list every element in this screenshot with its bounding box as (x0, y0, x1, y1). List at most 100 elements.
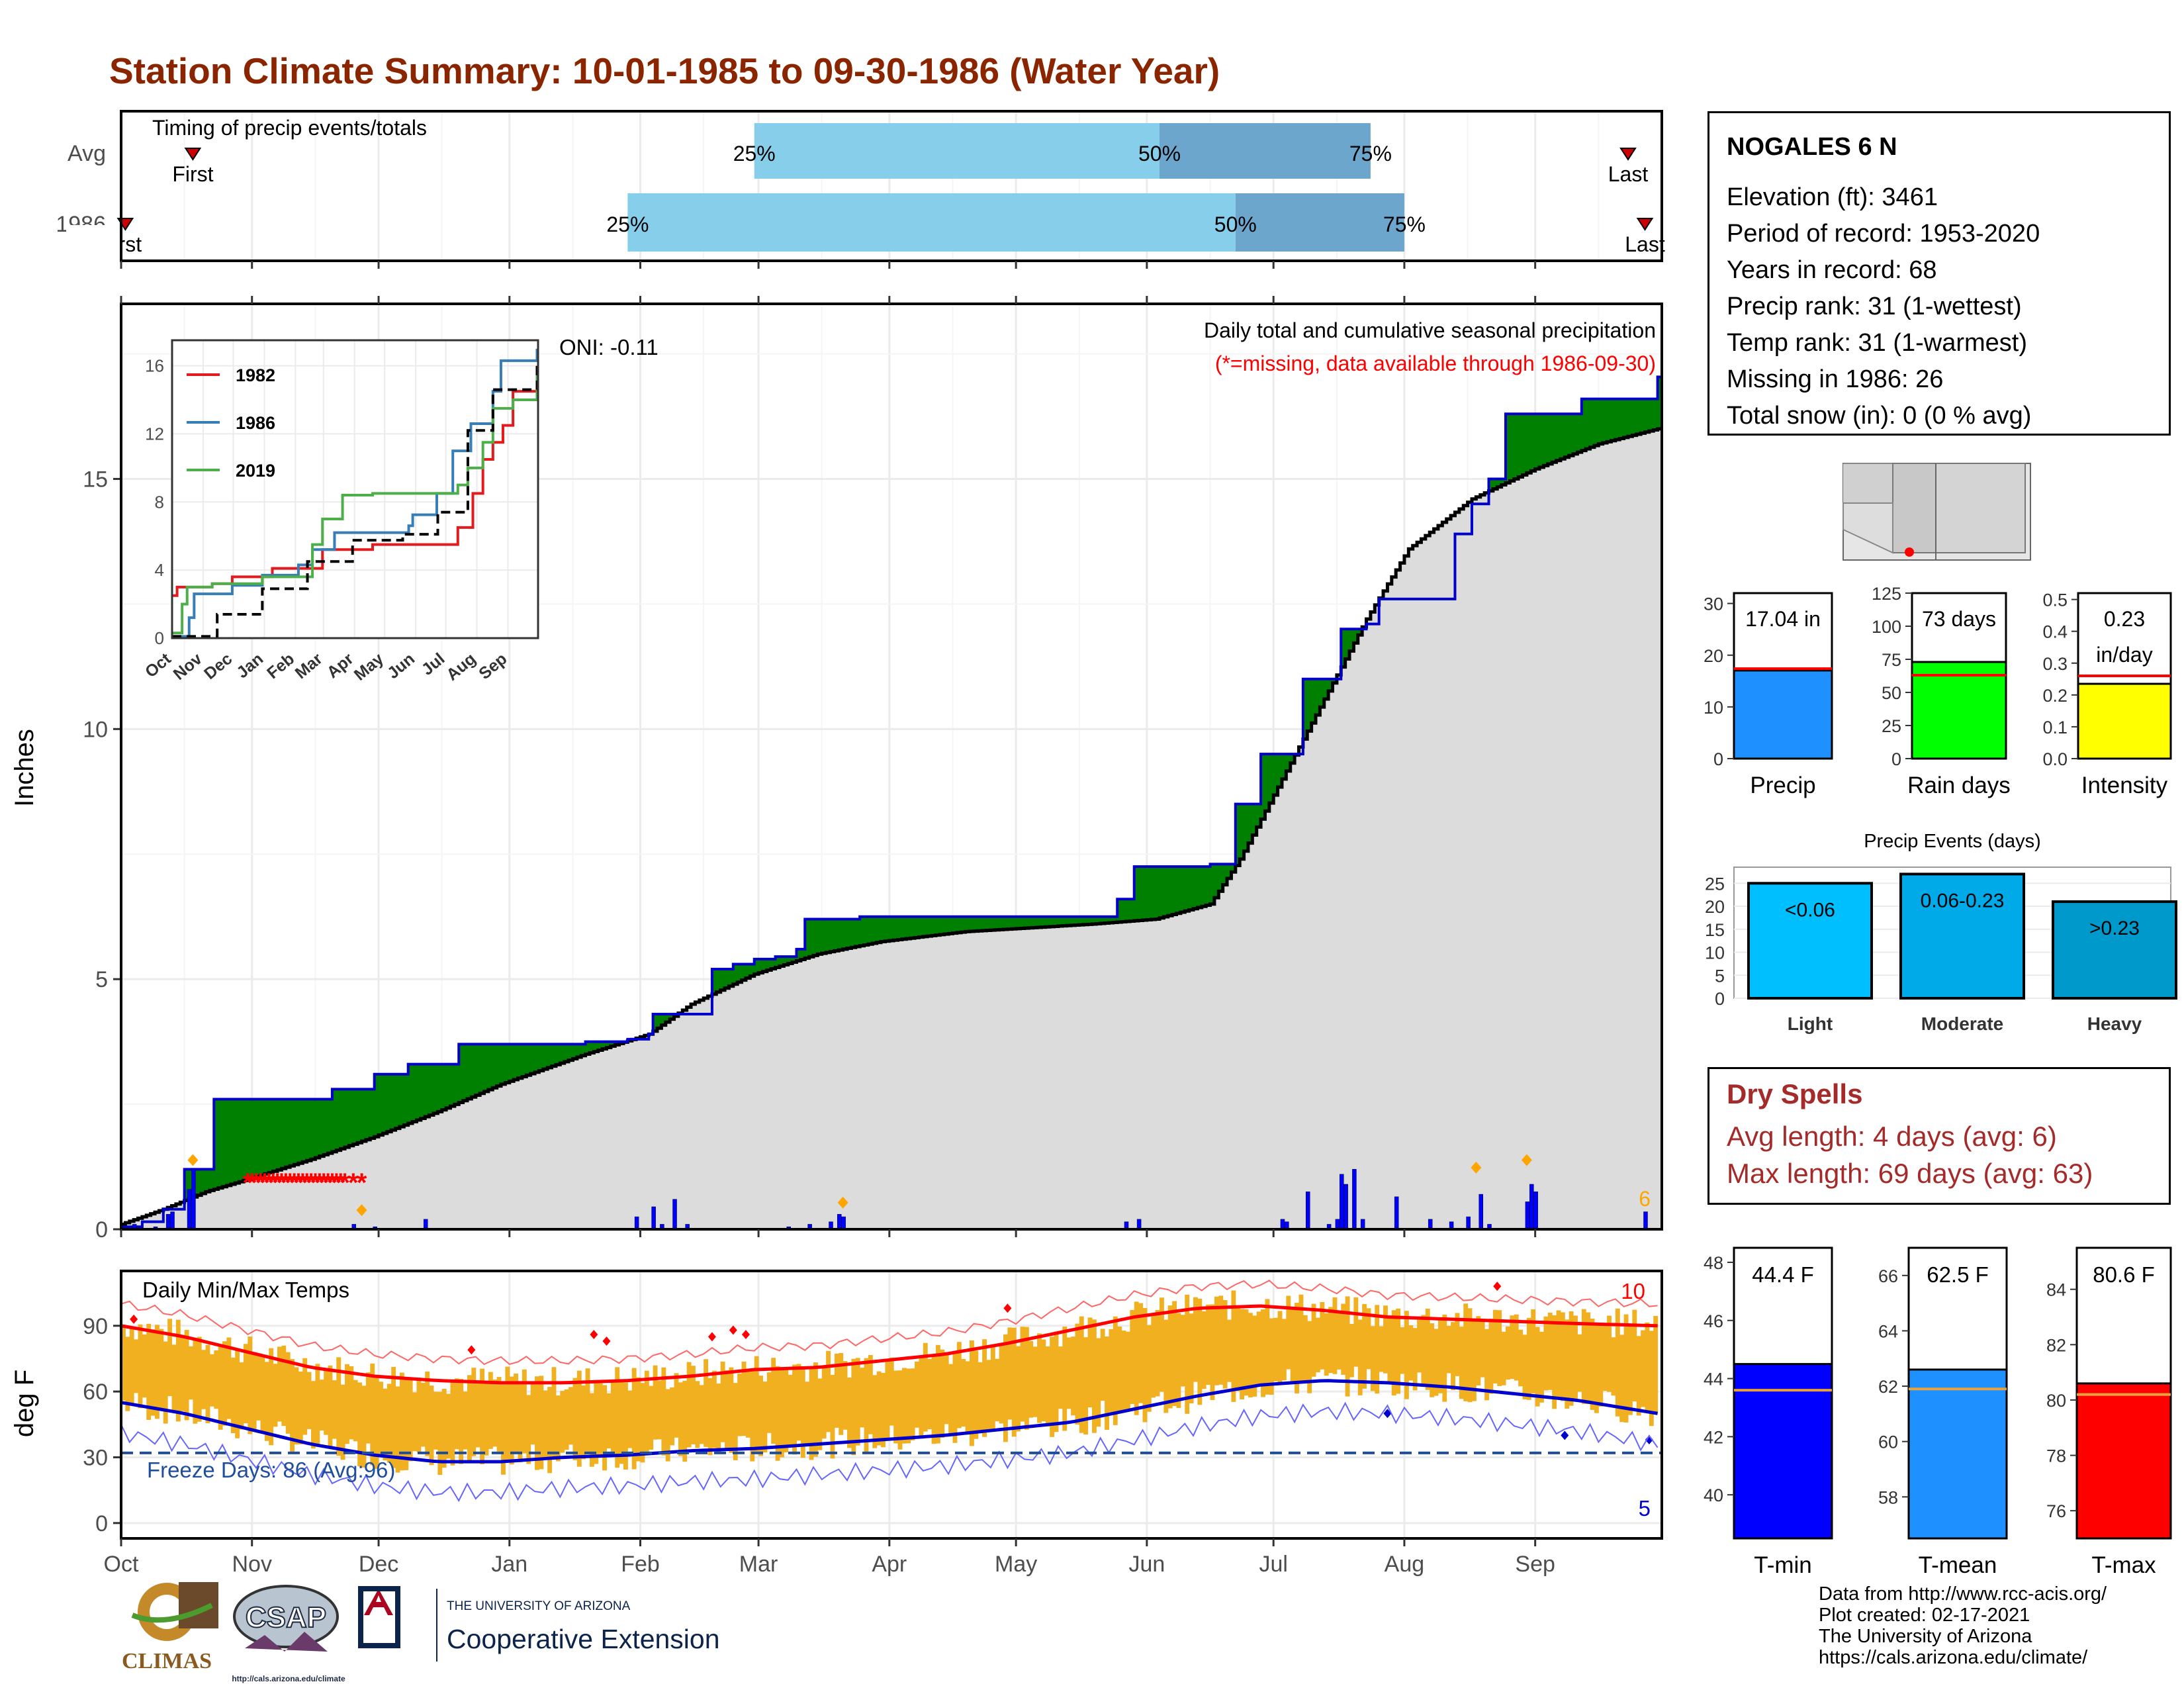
temp-ytick-label: 60 (83, 1380, 108, 1405)
timing-avg-row-label: Avg (68, 141, 106, 166)
daily-temp-bar (1032, 1346, 1038, 1417)
precip-ylabel: Inches (10, 729, 39, 807)
precip-ytick-label: 0 (95, 1217, 108, 1243)
record-high-icon (602, 1336, 611, 1346)
daily-temp-bar (1497, 1310, 1502, 1386)
daily-temp-bar (1146, 1325, 1152, 1412)
event-value-label-2: >0.23 (2089, 917, 2140, 939)
daily-temp-bar (555, 1395, 561, 1462)
mini-bar-1 (1911, 661, 2007, 760)
daily-temp-bar (657, 1380, 662, 1440)
daily-temp-bar (484, 1380, 489, 1456)
daily-temp-bar (821, 1367, 827, 1439)
daily-precip-bar (1428, 1219, 1433, 1230)
daily-temp-bar (539, 1376, 544, 1470)
month-label: Aug (1385, 1552, 1425, 1577)
daily-temp-bar (273, 1364, 278, 1427)
daily-temp-bar (695, 1381, 700, 1448)
daily-temp-bar (581, 1385, 586, 1460)
daily-temp-bar (142, 1334, 147, 1398)
daily-temp-bar (1611, 1337, 1616, 1396)
daily-temp-bar (209, 1354, 214, 1407)
daily-temp-bar (572, 1378, 578, 1460)
timing-avg-late-bar (1160, 123, 1371, 179)
daily-temp-bar (488, 1372, 493, 1449)
daily-temp-bar (990, 1346, 995, 1429)
freeze-days-label: Freeze Days: 86 (Avg:96) (147, 1458, 395, 1482)
daily-temp-bar (302, 1358, 308, 1435)
missing-day-marker: * (340, 1168, 350, 1197)
daily-temp-bar (1240, 1309, 1245, 1400)
mini-value-label-1: 73 days (1922, 607, 1996, 631)
daily-temp-bar (1045, 1346, 1050, 1427)
mini-value-label2-2: in/day (2096, 643, 2152, 667)
temp-mini-bar-2 (2075, 1382, 2172, 1540)
daily-temp-bar (1167, 1305, 1173, 1409)
temp-mini-ytick-label: 84 (2046, 1280, 2066, 1300)
missing-day-marker: * (297, 1168, 308, 1197)
record-min-line (120, 1401, 1659, 1503)
record-precip-icon (1521, 1154, 1532, 1166)
daily-temp-bar (311, 1381, 316, 1449)
daily-temp-bar (1214, 1296, 1219, 1385)
daily-temp-bar (1607, 1315, 1612, 1392)
daily-temp-bar (910, 1368, 915, 1440)
daily-temp-bar (518, 1381, 523, 1462)
daily-temp-bar (872, 1375, 878, 1448)
mini-ytick-label: 50 (1882, 683, 1901, 703)
record-high-icon (590, 1330, 598, 1340)
daily-temp-bar (969, 1340, 974, 1446)
daily-precip-bar (651, 1206, 656, 1230)
daily-temp-bar (353, 1380, 358, 1442)
temp-title: Daily Min/Max Temps (142, 1278, 349, 1302)
daily-precip-bar (672, 1199, 677, 1230)
daily-temp-bar (150, 1329, 156, 1416)
daily-temp-bar (750, 1370, 755, 1462)
temp-mini-ytick-label: 78 (2046, 1446, 2066, 1466)
daily-temp-bar (1437, 1320, 1443, 1393)
daily-temp-bar (1328, 1307, 1334, 1374)
daily-temp-bar (522, 1369, 527, 1454)
avg-first-label: First (172, 162, 213, 186)
daily-temp-bar (598, 1383, 603, 1456)
daily-temp-bar (1353, 1297, 1359, 1367)
timing-avg-p25-label: 25% (733, 142, 776, 165)
timing-label: Timing of precip events/totals (152, 116, 427, 140)
daily-temp-bar (699, 1385, 704, 1444)
temp-bottom-count: 5 (1639, 1496, 1651, 1521)
event-value-label-0: <0.06 (1785, 899, 1835, 921)
daily-temp-bar (589, 1393, 594, 1467)
daily-temp-bar (1641, 1330, 1645, 1407)
daily-temp-bar (766, 1372, 772, 1433)
mini-ytick-label: 25 (1882, 716, 1901, 736)
daily-temp-bar (1222, 1300, 1228, 1389)
temp-mini-ytick-label: 42 (1704, 1427, 1723, 1447)
missing-day-marker: * (310, 1168, 321, 1197)
daily-temp-bar (404, 1380, 409, 1470)
daily-temp-bar (944, 1354, 949, 1425)
daily-temp-bar (627, 1390, 633, 1448)
daily-temp-bar (1113, 1316, 1118, 1425)
daily-temp-bar (256, 1354, 261, 1421)
mini-ytick-label: 0.4 (2042, 622, 2068, 642)
daily-temp-bar (1514, 1314, 1519, 1381)
daily-temp-bar (433, 1391, 438, 1450)
daily-temp-bar (298, 1371, 303, 1444)
daily-temp-bar (1446, 1325, 1451, 1374)
timing-avg-early-bar (754, 123, 1160, 179)
daily-temp-bar (640, 1383, 645, 1463)
mini-ytick-label: 125 (1872, 584, 1901, 604)
daily-temp-bar (1632, 1309, 1637, 1402)
daily-temp-bar (1590, 1319, 1595, 1410)
climas-logo: CLIMAS (122, 1582, 218, 1673)
missing-day-marker: * (336, 1168, 346, 1197)
record-max-line (120, 1280, 1658, 1366)
daily-temp-bar (1573, 1315, 1578, 1399)
temp-ytick-label: 30 (83, 1445, 108, 1470)
daily-temp-bar (399, 1372, 404, 1471)
daily-temp-bar (332, 1380, 337, 1439)
daily-temp-bar (1501, 1331, 1506, 1385)
daily-temp-bar (1379, 1326, 1384, 1372)
daily-precip-bar (1280, 1219, 1285, 1230)
